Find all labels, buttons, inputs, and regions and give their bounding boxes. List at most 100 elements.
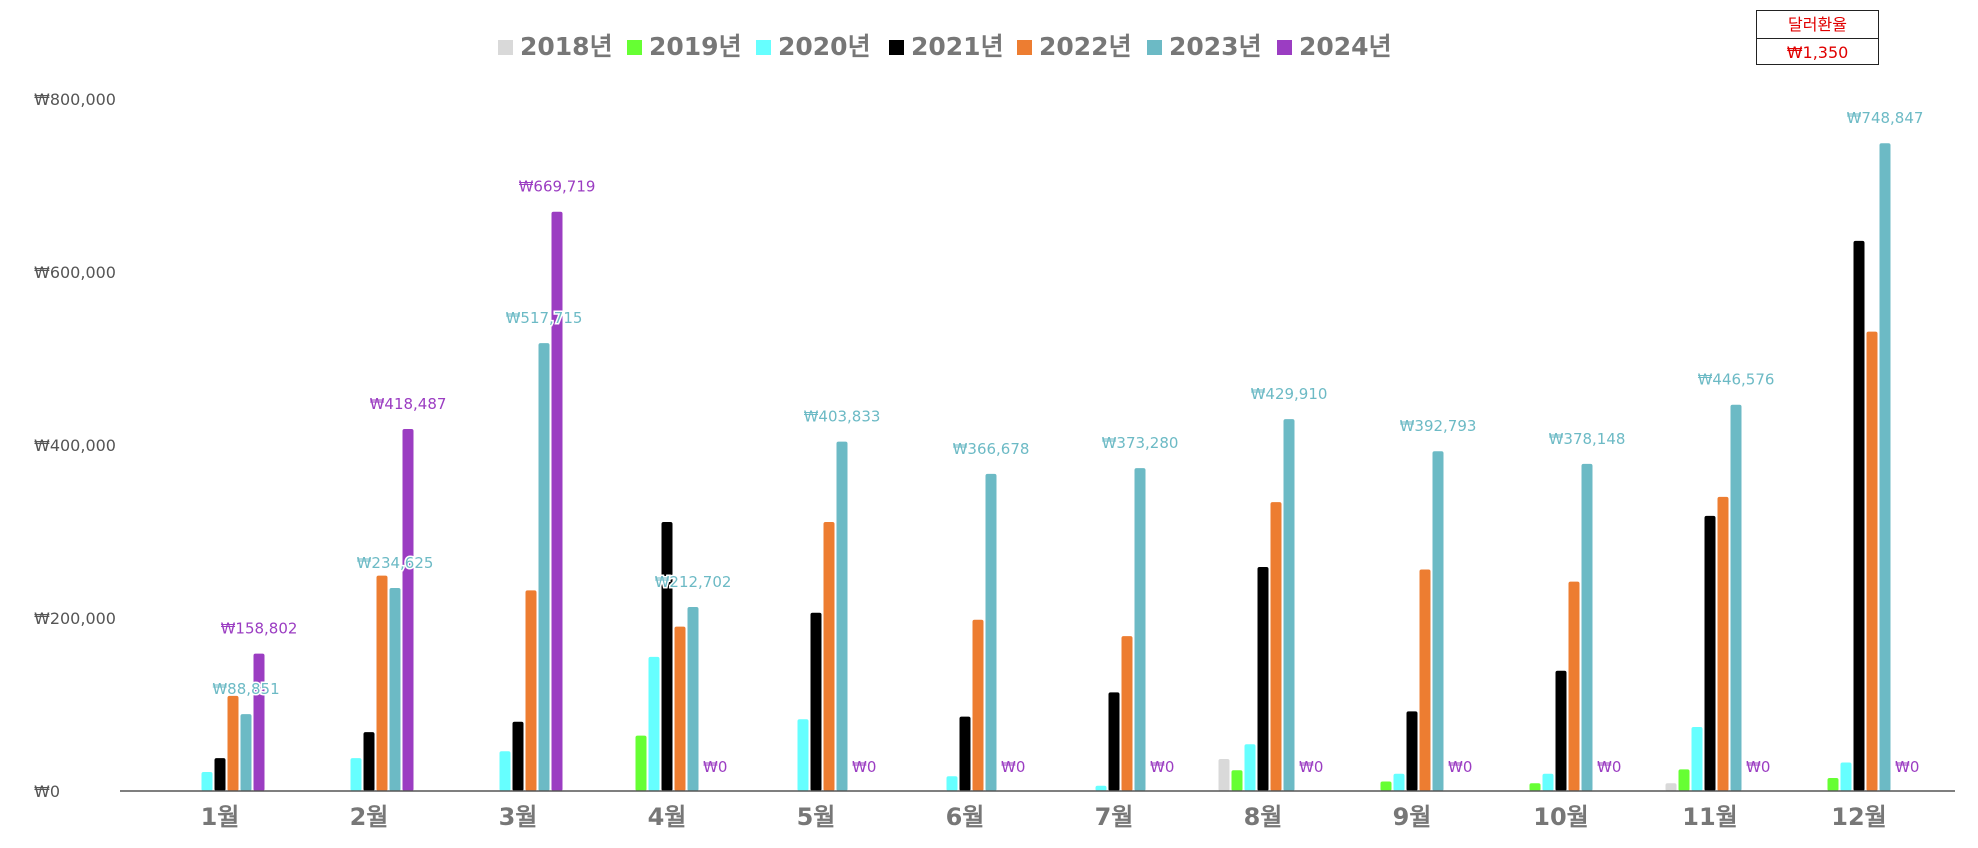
- bar-0-7: [1218, 758, 1230, 791]
- legend-label-2: 2020년: [778, 32, 871, 61]
- data-label-12: ₩373,280: [1102, 434, 1179, 452]
- y-tick-label: ₩600,000: [34, 263, 116, 282]
- data-label-3: ₩418,487: [370, 395, 447, 413]
- bar-1-10: [1678, 769, 1690, 791]
- legend-swatch-1: [627, 40, 642, 55]
- legend-label-5: 2023년: [1169, 32, 1262, 61]
- legend-swatch-3: [889, 40, 904, 55]
- bar-5-4: [836, 441, 848, 791]
- bar-4-0: [227, 695, 239, 791]
- bar-3-11: [1853, 240, 1865, 792]
- x-tick-label: 8월: [1244, 803, 1283, 831]
- bar-6-2: [551, 211, 563, 792]
- exchange-rate-label: 달러환율: [1757, 11, 1878, 39]
- bar-3-4: [810, 612, 822, 791]
- data-label-15: ₩0: [1299, 758, 1323, 776]
- legend-label-4: 2022년: [1039, 32, 1132, 61]
- bar-1-7: [1231, 770, 1243, 791]
- y-tick-label: ₩200,000: [34, 609, 116, 628]
- x-tick-label: 1월: [201, 803, 240, 831]
- bar-6-1: [402, 429, 414, 791]
- bar-4-7: [1270, 502, 1282, 791]
- bar-5-8: [1432, 451, 1444, 791]
- bar-3-10: [1704, 515, 1716, 791]
- data-label-11: ₩0: [1001, 758, 1025, 776]
- bar-3-2: [512, 721, 524, 791]
- data-label-23: ₩0: [1895, 758, 1919, 776]
- bar-1-9: [1529, 783, 1541, 791]
- legend-label-3: 2021년: [911, 32, 1004, 61]
- legend-swatch-2: [756, 40, 771, 55]
- data-label-22: ₩748,847: [1847, 109, 1924, 127]
- bar-3-1: [363, 732, 375, 791]
- data-label-1: ₩158,802: [221, 620, 298, 638]
- bar-3-7: [1257, 566, 1269, 791]
- data-label-7: ₩0: [703, 758, 727, 776]
- x-tick-label: 6월: [946, 803, 985, 831]
- bar-3-3: [661, 521, 673, 791]
- bar-4-8: [1419, 569, 1431, 791]
- x-tick-label: 10월: [1533, 803, 1588, 831]
- bar-5-9: [1581, 463, 1593, 791]
- bar-6-0: [253, 653, 265, 791]
- data-label-10: ₩366,678: [953, 440, 1030, 458]
- bar-1-11: [1827, 778, 1839, 791]
- legend: 2018년 2019년 2020년 2021년 2022년 2023년 2024년: [498, 32, 1392, 61]
- x-tick-label: 3월: [499, 803, 538, 831]
- bar-4-4: [823, 521, 835, 791]
- data-label-9: ₩0: [852, 758, 876, 776]
- data-label-0: ₩88,851: [212, 680, 279, 698]
- legend-swatch-4: [1017, 40, 1032, 55]
- bar-4-3: [674, 626, 686, 791]
- bar-2-8: [1393, 773, 1405, 791]
- bar-1-8: [1380, 781, 1392, 791]
- bar-2-6: [1095, 785, 1107, 791]
- bar-3-5: [959, 716, 971, 791]
- x-tick-label: 11월: [1682, 803, 1737, 831]
- legend-swatch-5: [1147, 40, 1162, 55]
- data-label-20: ₩446,576: [1698, 371, 1775, 389]
- legend-label-6: 2024년: [1299, 32, 1392, 61]
- y-axis: ₩0 ₩200,000 ₩400,000 ₩600,000 ₩800,000: [34, 90, 116, 801]
- x-tick-label: 12월: [1831, 803, 1886, 831]
- bar-5-11: [1879, 143, 1891, 792]
- x-axis: 1월 2월 3월 4월 5월 6월 7월 8월 9월 10월 11월 12월: [120, 790, 1955, 831]
- bar-0-10: [1665, 783, 1677, 791]
- bar-5-1: [389, 588, 401, 791]
- bar-5-2: [538, 343, 550, 791]
- y-tick-label: ₩0: [34, 782, 60, 801]
- data-label-4: ₩517,715: [506, 309, 583, 327]
- bar-5-10: [1730, 404, 1742, 791]
- x-tick-label: 7월: [1095, 803, 1134, 831]
- y-tick-label: ₩400,000: [34, 436, 116, 455]
- bar-1-3: [635, 735, 647, 791]
- data-label-17: ₩0: [1448, 758, 1472, 776]
- bar-2-9: [1542, 773, 1554, 791]
- legend-label-1: 2019년: [649, 32, 742, 61]
- y-tick-label: ₩800,000: [34, 90, 116, 109]
- bar-5-5: [985, 473, 997, 791]
- bar-4-6: [1121, 636, 1133, 791]
- bar-2-11: [1840, 762, 1852, 791]
- bar-2-10: [1691, 726, 1703, 791]
- bar-3-0: [214, 758, 226, 791]
- bar-5-0: [240, 714, 252, 791]
- bar-4-5: [972, 619, 984, 791]
- exchange-rate-box: 달러환율 ₩1,350: [1756, 10, 1879, 65]
- data-label-21: ₩0: [1746, 758, 1770, 776]
- data-label-2: ₩234,625: [357, 554, 434, 572]
- bar-4-2: [525, 590, 537, 791]
- bar-5-7: [1283, 419, 1295, 791]
- data-label-8: ₩403,833: [804, 408, 881, 426]
- bar-3-8: [1406, 711, 1418, 791]
- bars: [201, 143, 1891, 792]
- legend-label-0: 2018년: [520, 32, 613, 61]
- bar-2-4: [797, 719, 809, 791]
- data-label-13: ₩0: [1150, 758, 1174, 776]
- data-label-16: ₩392,793: [1400, 417, 1477, 435]
- data-label-18: ₩378,148: [1549, 430, 1626, 448]
- legend-swatch-6: [1277, 40, 1292, 55]
- bar-3-9: [1555, 670, 1567, 791]
- data-label-6: ₩212,702: [655, 573, 732, 591]
